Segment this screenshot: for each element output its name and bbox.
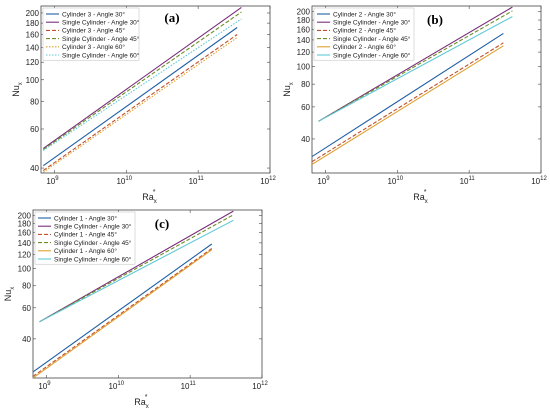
- y-tick-label: 140: [26, 43, 40, 52]
- y-tick-label: 100: [26, 76, 40, 85]
- y-tick-label: 40: [30, 164, 39, 173]
- legend-entry: Cylinder 3 - Angle 30°: [62, 10, 125, 18]
- y-tick-label: 140: [297, 36, 311, 45]
- y-axis-label: Nux: [11, 82, 24, 97]
- y-tick-label: 160: [18, 229, 32, 238]
- x-tick-label: 109: [317, 176, 330, 186]
- series-line-4: [318, 10, 513, 122]
- y-tick-label: 60: [22, 304, 31, 313]
- x-tick-label: 1012: [260, 176, 276, 186]
- series-line-1: [33, 243, 213, 373]
- y-tick-label: 100: [18, 265, 32, 274]
- x-tick-label: 1011: [189, 176, 205, 186]
- x-tick-label: 1010: [108, 381, 124, 391]
- panel-label: (a): [164, 10, 179, 25]
- legend-entry: Single Cylinder - Angle 30°: [333, 19, 411, 27]
- series-line-6: [39, 219, 234, 323]
- legend-entry: Cylinder 3 - Angle 60°: [62, 43, 125, 51]
- series-line-1: [42, 27, 238, 167]
- series-line-3: [312, 42, 504, 163]
- series-line-6: [318, 16, 513, 122]
- y-tick-label: 120: [297, 48, 311, 57]
- legend-entry: Cylinder 1 - Angle 30°: [54, 214, 117, 222]
- y-tick-label: 160: [297, 25, 311, 34]
- legend-entry: Single Cylinder - Angle 45°: [333, 35, 411, 43]
- y-tick-label: 140: [18, 239, 32, 248]
- y-tick-label: 180: [26, 19, 40, 28]
- x-tick-label: 109: [38, 381, 51, 391]
- y-tick-label: 60: [301, 103, 310, 112]
- legend-box: [313, 7, 415, 61]
- series-line-4: [42, 11, 242, 150]
- legend-entry: Single Cylinder - Angle 30°: [62, 19, 140, 27]
- legend-entry: Single Cylinder - Angle 60°: [62, 51, 140, 59]
- legend: Cylinder 3 - Angle 30°Single Cylinder - …: [42, 7, 140, 61]
- series-group: [33, 210, 234, 378]
- x-axis-label: Rax*: [413, 189, 428, 205]
- y-tick-label: 120: [18, 251, 32, 260]
- legend-entry: Cylinder 2 - Angle 30°: [333, 10, 396, 18]
- series-line-3: [33, 248, 213, 377]
- y-tick-label: 200: [26, 9, 40, 18]
- legend-entry: Single Cylinder - Angle 45°: [54, 239, 132, 247]
- series-line-1: [312, 32, 504, 158]
- x-axis-label: Rax*: [134, 394, 149, 410]
- series-line-5: [33, 249, 213, 378]
- y-tick-label: 200: [297, 8, 311, 17]
- legend-entry: Cylinder 1 - Angle 45°: [54, 231, 117, 239]
- legend-entry: Single Cylinder - Angle 30°: [54, 223, 132, 231]
- y-tick-label: 100: [297, 63, 311, 72]
- x-tick-label: 1011: [460, 176, 476, 186]
- y-tick-label: 80: [301, 80, 310, 89]
- y-tick-label: 40: [301, 135, 310, 144]
- legend-box: [34, 211, 136, 265]
- legend-entry: Cylinder 1 - Angle 60°: [54, 247, 117, 255]
- y-tick-label: 180: [18, 220, 32, 229]
- x-tick-label: 1012: [252, 381, 268, 391]
- x-axis-label: Rax*: [142, 189, 157, 205]
- series-line-6: [42, 18, 242, 151]
- series-line-5: [42, 37, 238, 173]
- legend-entry: Single Cylinder - Angle 45°: [62, 35, 140, 43]
- series-line-3: [42, 34, 238, 171]
- legend: Cylinder 2 - Angle 30°Single Cylinder - …: [313, 7, 415, 61]
- y-tick-label: 180: [297, 16, 311, 25]
- x-tick-label: 1012: [531, 176, 547, 186]
- series-line-2: [318, 6, 513, 122]
- y-tick-label: 80: [30, 97, 39, 106]
- legend-entry: Single Cylinder - Angle 60°: [54, 255, 132, 263]
- legend-entry: Cylinder 2 - Angle 45°: [333, 27, 396, 35]
- y-tick-label: 120: [26, 58, 40, 67]
- x-tick-label: 1010: [116, 176, 132, 186]
- x-tick-label: 109: [46, 176, 59, 186]
- y-axis-label: Nux: [282, 82, 295, 97]
- legend: Cylinder 1 - Angle 30°Single Cylinder - …: [34, 211, 136, 265]
- series-group: [42, 6, 242, 173]
- x-tick-label: 1010: [387, 176, 403, 186]
- y-tick-label: 80: [22, 282, 31, 291]
- series-line-4: [39, 214, 234, 323]
- panel-label: (c): [155, 216, 169, 231]
- legend-box: [42, 7, 140, 61]
- y-tick-label: 200: [18, 212, 32, 221]
- legend-entry: Cylinder 3 - Angle 45°: [62, 27, 125, 35]
- y-tick-label: 160: [26, 30, 40, 39]
- series-group: [312, 6, 513, 165]
- y-axis-label: Nux: [3, 287, 16, 302]
- y-tick-label: 40: [22, 335, 31, 344]
- y-tick-label: 60: [30, 125, 39, 134]
- x-tick-label: 1011: [181, 381, 197, 391]
- series-line-2: [42, 6, 242, 149]
- panel-label: (b): [427, 12, 443, 27]
- legend-entry: Cylinder 2 - Angle 60°: [333, 43, 396, 51]
- legend-entry: Single Cylinder - Angle 60°: [333, 51, 411, 59]
- series-line-5: [312, 45, 504, 165]
